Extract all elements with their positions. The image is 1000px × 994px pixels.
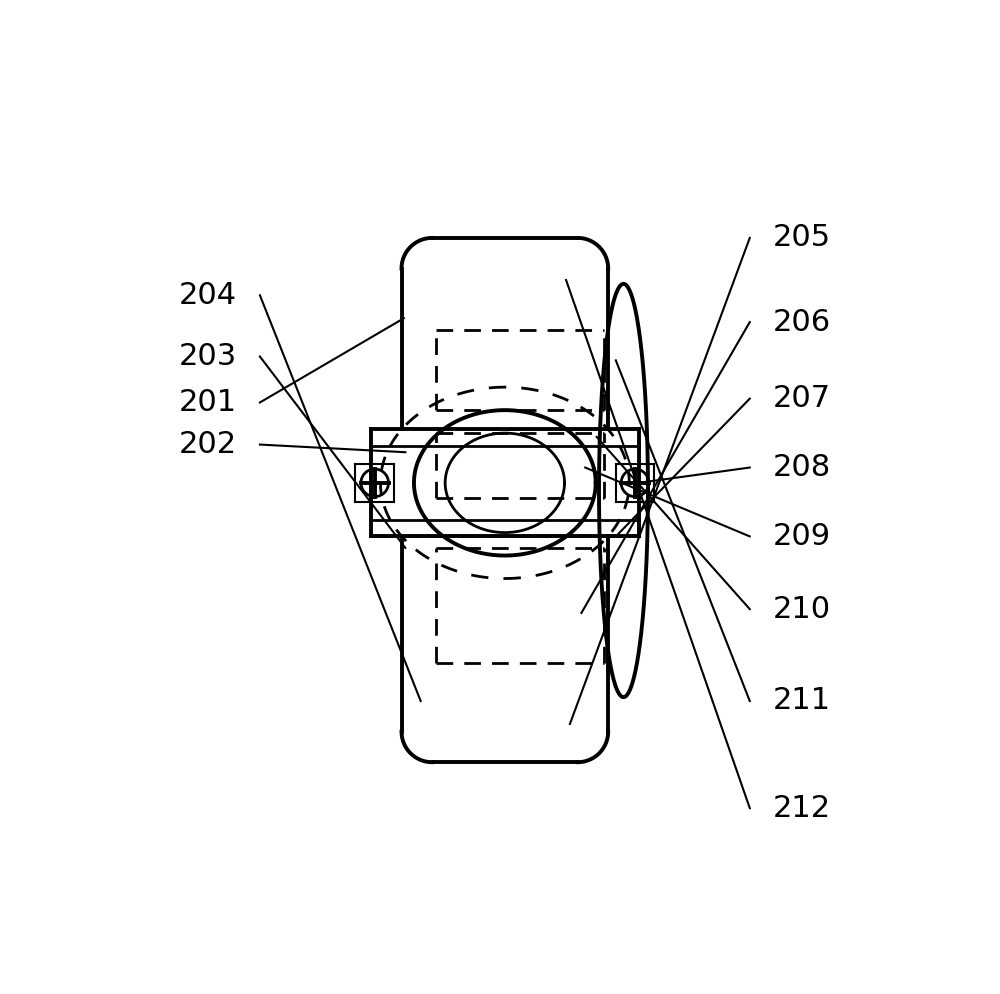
Text: 206: 206 (773, 307, 831, 337)
Text: 202: 202 (179, 430, 237, 459)
Text: 205: 205 (773, 224, 831, 252)
Text: 204: 204 (179, 281, 237, 310)
Text: 201: 201 (179, 388, 237, 416)
Text: 210: 210 (773, 594, 831, 623)
Text: 212: 212 (773, 793, 831, 823)
Text: 203: 203 (179, 342, 237, 371)
Text: 208: 208 (773, 453, 831, 482)
Text: 211: 211 (773, 687, 831, 716)
Text: 209: 209 (773, 522, 831, 551)
Text: 207: 207 (773, 384, 831, 414)
